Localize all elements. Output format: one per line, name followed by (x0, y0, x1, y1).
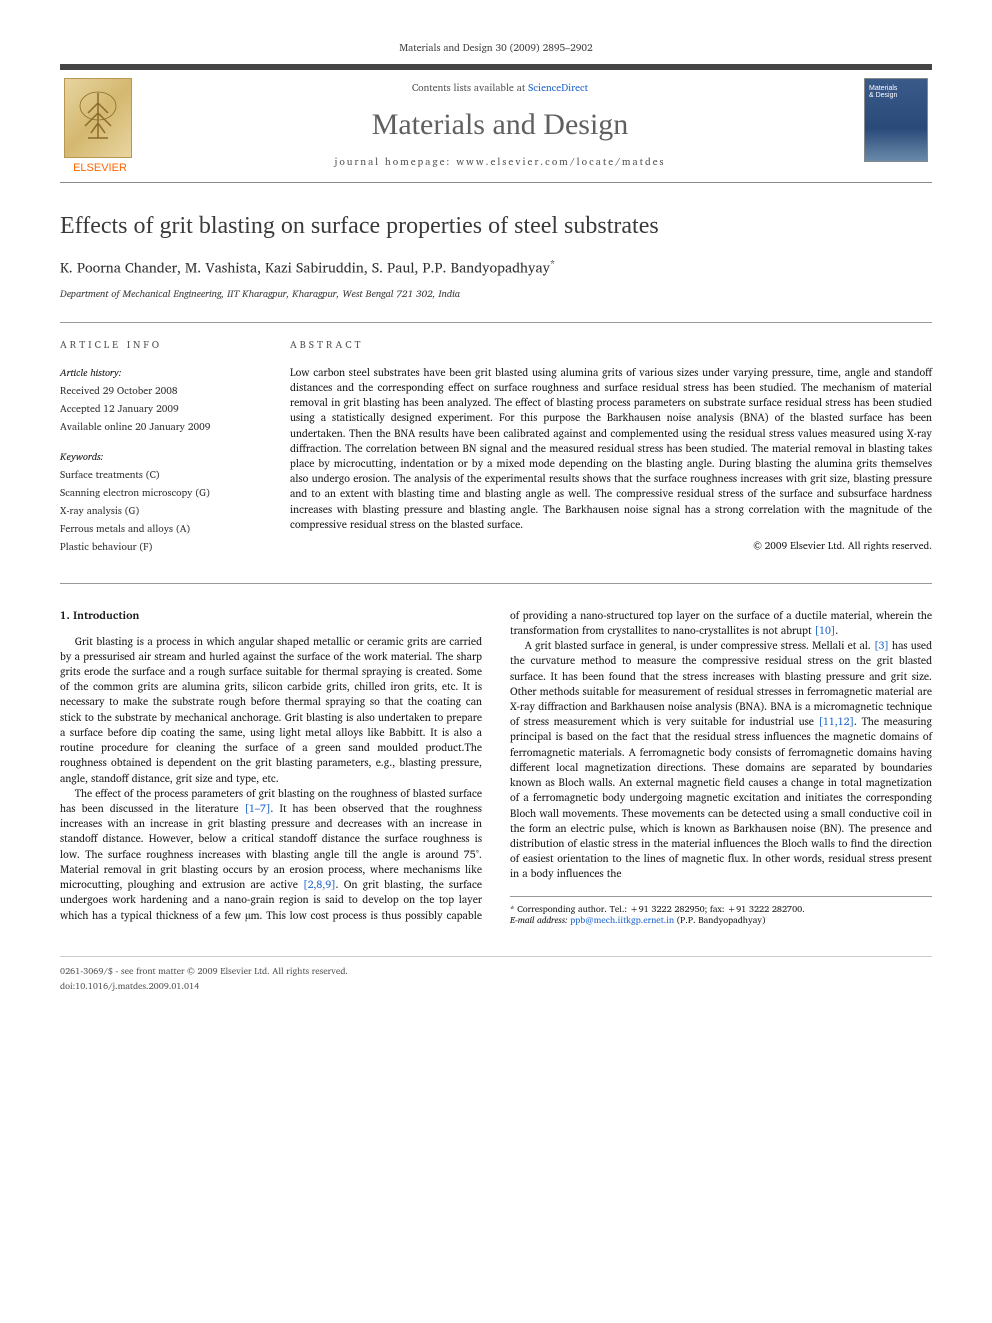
online: Available online 20 January 2009 (60, 419, 260, 435)
authors-text: K. Poorna Chander, M. Vashista, Kazi Sab… (60, 257, 550, 280)
history-block: Article history: Received 29 October 200… (60, 365, 260, 435)
keyword: Plastic behaviour (F) (60, 539, 260, 555)
accepted: Accepted 12 January 2009 (60, 401, 260, 417)
elsevier-tree-icon (64, 78, 132, 158)
journal-homepage: journal homepage: www.elsevier.com/locat… (140, 154, 860, 170)
doi: doi:10.1016/j.matdes.2009.01.014 (60, 978, 348, 993)
journal-title: Materials and Design (140, 108, 860, 142)
journal-center: Contents lists available at ScienceDirec… (140, 70, 860, 182)
email-line: E-mail address: ppb@mech.iitkgp.ernet.in… (510, 914, 932, 926)
meta-abstract-row: ARTICLE INFO Article history: Received 2… (60, 337, 932, 569)
page-footer: 0261-3069/$ - see front matter © 2009 El… (60, 956, 932, 993)
para-3: A grit blasted surface in general, is un… (510, 638, 932, 882)
author-list: K. Poorna Chander, M. Vashista, Kazi Sab… (60, 256, 932, 280)
journal-header: ELSEVIER Contents lists available at Sci… (60, 64, 932, 183)
cover-thumbnail (860, 70, 932, 182)
article-title: Effects of grit blasting on surface prop… (60, 213, 932, 240)
history-label: Article history: (60, 365, 260, 381)
publisher-logo-block: ELSEVIER (60, 70, 140, 182)
keyword: Scanning electron microscopy (G) (60, 485, 260, 501)
p3c: . The measuring principal is based on th… (510, 712, 932, 882)
cover-image (864, 78, 928, 162)
sciencedirect-link[interactable]: ScienceDirect (528, 80, 588, 96)
abstract-copyright: © 2009 Elsevier Ltd. All rights reserved… (290, 538, 932, 554)
section-1-head: 1. Introduction (60, 608, 482, 624)
email-label: E-mail address: (510, 912, 570, 927)
abstract-head: ABSTRACT (290, 337, 932, 353)
body-columns: 1. Introduction Grit blasting is a proce… (60, 608, 932, 926)
keywords-label: Keywords: (60, 449, 260, 465)
footer-left: 0261-3069/$ - see front matter © 2009 El… (60, 963, 348, 993)
running-header: Materials and Design 30 (2009) 2895–2902 (60, 40, 932, 56)
abstract-text: Low carbon steel substrates have been gr… (290, 365, 932, 532)
contents-prefix: Contents lists available at (412, 80, 528, 96)
keyword: Surface treatments (C) (60, 467, 260, 483)
publisher-name: ELSEVIER (64, 162, 136, 174)
footnote-block: * Corresponding author. Tel.: +91 3222 2… (510, 896, 932, 926)
divider-top (60, 322, 932, 323)
keywords-block: Keywords: Surface treatments (C) Scannin… (60, 449, 260, 555)
article-info-col: ARTICLE INFO Article history: Received 2… (60, 337, 260, 569)
front-matter: 0261-3069/$ - see front matter © 2009 El… (60, 963, 348, 978)
para-1: Grit blasting is a process in which angu… (60, 634, 482, 786)
contents-available: Contents lists available at ScienceDirec… (140, 80, 860, 96)
corr-mark: * (550, 256, 555, 272)
abstract-col: ABSTRACT Low carbon steel substrates hav… (290, 337, 932, 569)
keyword: Ferrous metals and alloys (A) (60, 521, 260, 537)
article-info-head: ARTICLE INFO (60, 337, 260, 353)
keyword: X-ray analysis (G) (60, 503, 260, 519)
email-who: (P.P. Bandyopadhyay) (674, 912, 765, 927)
affiliation: Department of Mechanical Engineering, II… (60, 286, 932, 302)
divider-bottom (60, 583, 932, 584)
received: Received 29 October 2008 (60, 383, 260, 399)
email-link[interactable]: ppb@mech.iitkgp.ernet.in (570, 912, 674, 927)
